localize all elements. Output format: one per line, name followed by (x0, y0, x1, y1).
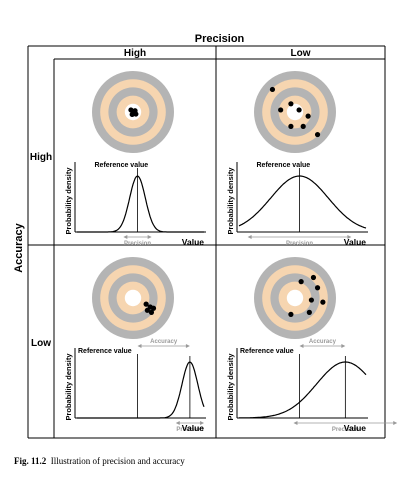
x-axis-label: Value (182, 423, 204, 433)
target-hit (301, 124, 306, 129)
caption-text: Illustration of precision and accuracy (51, 456, 185, 466)
x-axis-label: Value (182, 237, 204, 247)
precision-arrow-head (293, 421, 297, 425)
y-axis-label: Probability density (226, 353, 235, 421)
caption-label: Fig. 11.2 (14, 456, 46, 466)
accuracy-label: Accuracy (309, 339, 337, 345)
accuracy-arrow-head (186, 344, 190, 348)
target-hit (315, 285, 320, 290)
target-hit (311, 275, 316, 280)
figure-caption: Fig. 11.2 Illustration of precision and … (14, 456, 185, 466)
density-curve (77, 176, 204, 232)
density-curve (239, 176, 366, 228)
target-hit (306, 114, 311, 119)
precision-arrow-head (148, 235, 152, 239)
target-hit (320, 300, 325, 305)
precision-arrow-head (248, 235, 252, 239)
row-label-high: High (30, 152, 52, 163)
reference-value-label: Reference value (95, 162, 149, 169)
x-axis-label: Value (344, 237, 366, 247)
row-label-low: Low (31, 338, 51, 349)
target-hit (297, 107, 302, 112)
target-hit (307, 310, 312, 315)
target-hit (288, 312, 293, 317)
precision-arrow-head (393, 421, 397, 425)
precision-arrow-head (123, 235, 127, 239)
column-label-high: High (124, 48, 146, 59)
reference-value-label: Reference value (257, 162, 311, 169)
precision-label: Precision (286, 241, 313, 247)
column-label-low: Low (291, 48, 311, 59)
accuracy-header: Accuracy (13, 222, 25, 272)
precision-arrow-head (176, 421, 180, 425)
target-hit (270, 87, 275, 92)
target-ring (287, 104, 303, 120)
reference-value-label: Reference value (240, 348, 294, 355)
target-hit (278, 107, 283, 112)
y-axis-label: Probability density (64, 167, 73, 235)
reference-value-label: Reference value (78, 348, 132, 355)
precision-header: Precision (195, 33, 245, 45)
target-hit (288, 101, 293, 106)
target-hit (309, 297, 314, 302)
accuracy-arrow-head (300, 344, 304, 348)
target-hit (288, 124, 293, 129)
target-hit (315, 132, 320, 137)
density-curve (77, 362, 204, 418)
precision-label: Precision (124, 241, 151, 247)
target-hit (299, 279, 304, 284)
target-hit (130, 109, 135, 114)
y-axis-label: Probability density (64, 353, 73, 421)
x-axis-label: Value (344, 423, 366, 433)
y-axis-label: Probability density (226, 167, 235, 235)
target-hit (149, 310, 154, 315)
accuracy-arrow-head (138, 344, 142, 348)
accuracy-label: Accuracy (150, 339, 178, 345)
accuracy-arrow-head (341, 344, 345, 348)
target-ring (125, 290, 141, 306)
density-curve (239, 362, 366, 418)
target-ring (287, 290, 303, 306)
